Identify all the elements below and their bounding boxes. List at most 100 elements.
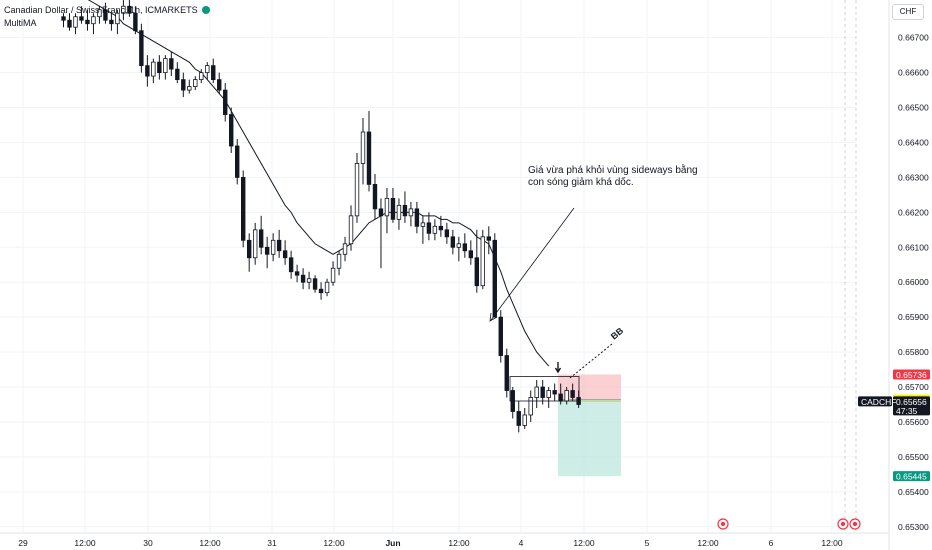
candle	[396, 198, 402, 230]
candle-body-down	[109, 19, 114, 25]
candle	[97, 6, 102, 24]
candle-body-down	[492, 239, 497, 318]
candle-body-up	[121, 5, 126, 14]
candle-body-down	[139, 30, 144, 67]
time-tick-label: 12:00	[448, 538, 470, 548]
candle	[73, 13, 78, 35]
time-tick-label: Jun	[385, 538, 400, 548]
candle	[223, 83, 228, 122]
candle-body-up	[330, 267, 336, 283]
candle-body-down	[504, 355, 509, 391]
candle-body-down	[127, 5, 132, 14]
note-arrow-line	[490, 207, 575, 321]
legend-symbol: Canadian Dollar / Swiss Franc, 1h, ICMAR…	[4, 5, 198, 15]
candle	[318, 282, 324, 300]
candle	[402, 191, 408, 223]
candle-body-down	[474, 257, 480, 287]
economic-event-icon	[849, 518, 861, 530]
candle	[486, 226, 491, 255]
symbol-tag-badge-text: CADCHF	[861, 397, 896, 407]
candle	[348, 205, 354, 251]
candle	[522, 407, 527, 429]
candle	[540, 380, 545, 405]
candle	[408, 201, 414, 227]
candle	[528, 390, 533, 422]
candle-body-down	[217, 79, 222, 91]
stop-price-badge-text: 0.65736	[896, 370, 927, 380]
candle	[480, 229, 485, 290]
candle-body-down	[246, 239, 252, 259]
candle-body-down	[61, 16, 66, 21]
candle-body-up	[199, 72, 204, 81]
candle	[157, 55, 162, 80]
candle	[366, 111, 372, 192]
candle-body-up	[91, 16, 96, 25]
bb-dotted-line	[569, 343, 613, 379]
candle	[378, 198, 384, 269]
candle-body-up	[115, 12, 120, 25]
legend-symbol-row: Canadian Dollar / Swiss Franc, 1h, ICMAR…	[4, 4, 210, 17]
note-arrowhead-icon	[489, 312, 498, 322]
candle-body-down	[450, 236, 456, 248]
price-axis: 0.66700 0.66600 0.66500 0.66400 0.66300 0.662…	[888, 0, 929, 550]
event-icon-dot	[840, 521, 846, 527]
candle-body-down	[390, 197, 396, 220]
candle	[510, 387, 515, 419]
candle	[61, 13, 66, 28]
price-tick-label: 0.66600	[898, 68, 929, 78]
price-tick-label: 0.65700	[898, 382, 929, 392]
candle-body-up	[97, 9, 102, 18]
legend-indicator[interactable]: MultiMA	[4, 18, 37, 28]
candle-body-up	[205, 65, 210, 74]
candle-body-up	[270, 239, 276, 255]
candle	[252, 222, 258, 265]
candle	[276, 229, 282, 258]
currency-button[interactable]: CHF	[892, 4, 924, 20]
candle	[306, 271, 312, 290]
stop-price-badge-bg	[893, 369, 930, 380]
current-price-badge-text: 47:35	[896, 406, 918, 416]
price-tick-label: 0.66400	[898, 137, 929, 147]
candle-body-down	[312, 278, 318, 290]
time-tick-label: 12:00	[821, 538, 843, 548]
candle	[187, 79, 192, 94]
candle	[282, 240, 288, 265]
candle-body-up	[306, 278, 312, 283]
price-tick-label: 0.65800	[898, 347, 929, 357]
candle	[456, 236, 462, 262]
candle	[360, 118, 366, 185]
candle-body-down	[366, 131, 372, 185]
candle-body-up	[354, 163, 360, 217]
candle	[151, 58, 156, 84]
price-tick-label: 0.65300	[898, 522, 929, 532]
candle-body-down	[229, 114, 234, 147]
chart-legend: Canadian Dollar / Swiss Franc, 1h, ICMAR…	[4, 4, 210, 30]
candle	[384, 187, 390, 234]
candle	[414, 201, 420, 234]
time-tick-label: 6	[769, 538, 774, 548]
candle	[181, 72, 186, 98]
candle-body-down	[67, 19, 72, 28]
candle-body-down	[558, 393, 563, 402]
candle-body-up	[564, 390, 569, 402]
target-price-badge-text: 0.65445	[896, 472, 927, 482]
candle-body-down	[79, 16, 84, 21]
candle	[336, 250, 342, 276]
candle	[342, 236, 348, 262]
candle-body-down	[402, 204, 408, 217]
candle	[300, 268, 306, 290]
event-icon-dot	[720, 521, 726, 527]
candle-body-down	[462, 243, 468, 252]
candle-body-down	[378, 208, 384, 217]
candle-body-up	[480, 236, 485, 287]
target-price-badge-bg	[893, 471, 930, 482]
price-tick-label: 0.65600	[898, 417, 929, 427]
candle-body-down	[426, 222, 432, 234]
candle-body-up	[73, 16, 78, 28]
grid-lines	[0, 0, 856, 532]
chart-note[interactable]: Giá vừa phá khỏi vùng sideways bằng con …	[528, 165, 698, 189]
candle-body-down	[570, 390, 575, 398]
moving-average-line	[87, 0, 550, 367]
